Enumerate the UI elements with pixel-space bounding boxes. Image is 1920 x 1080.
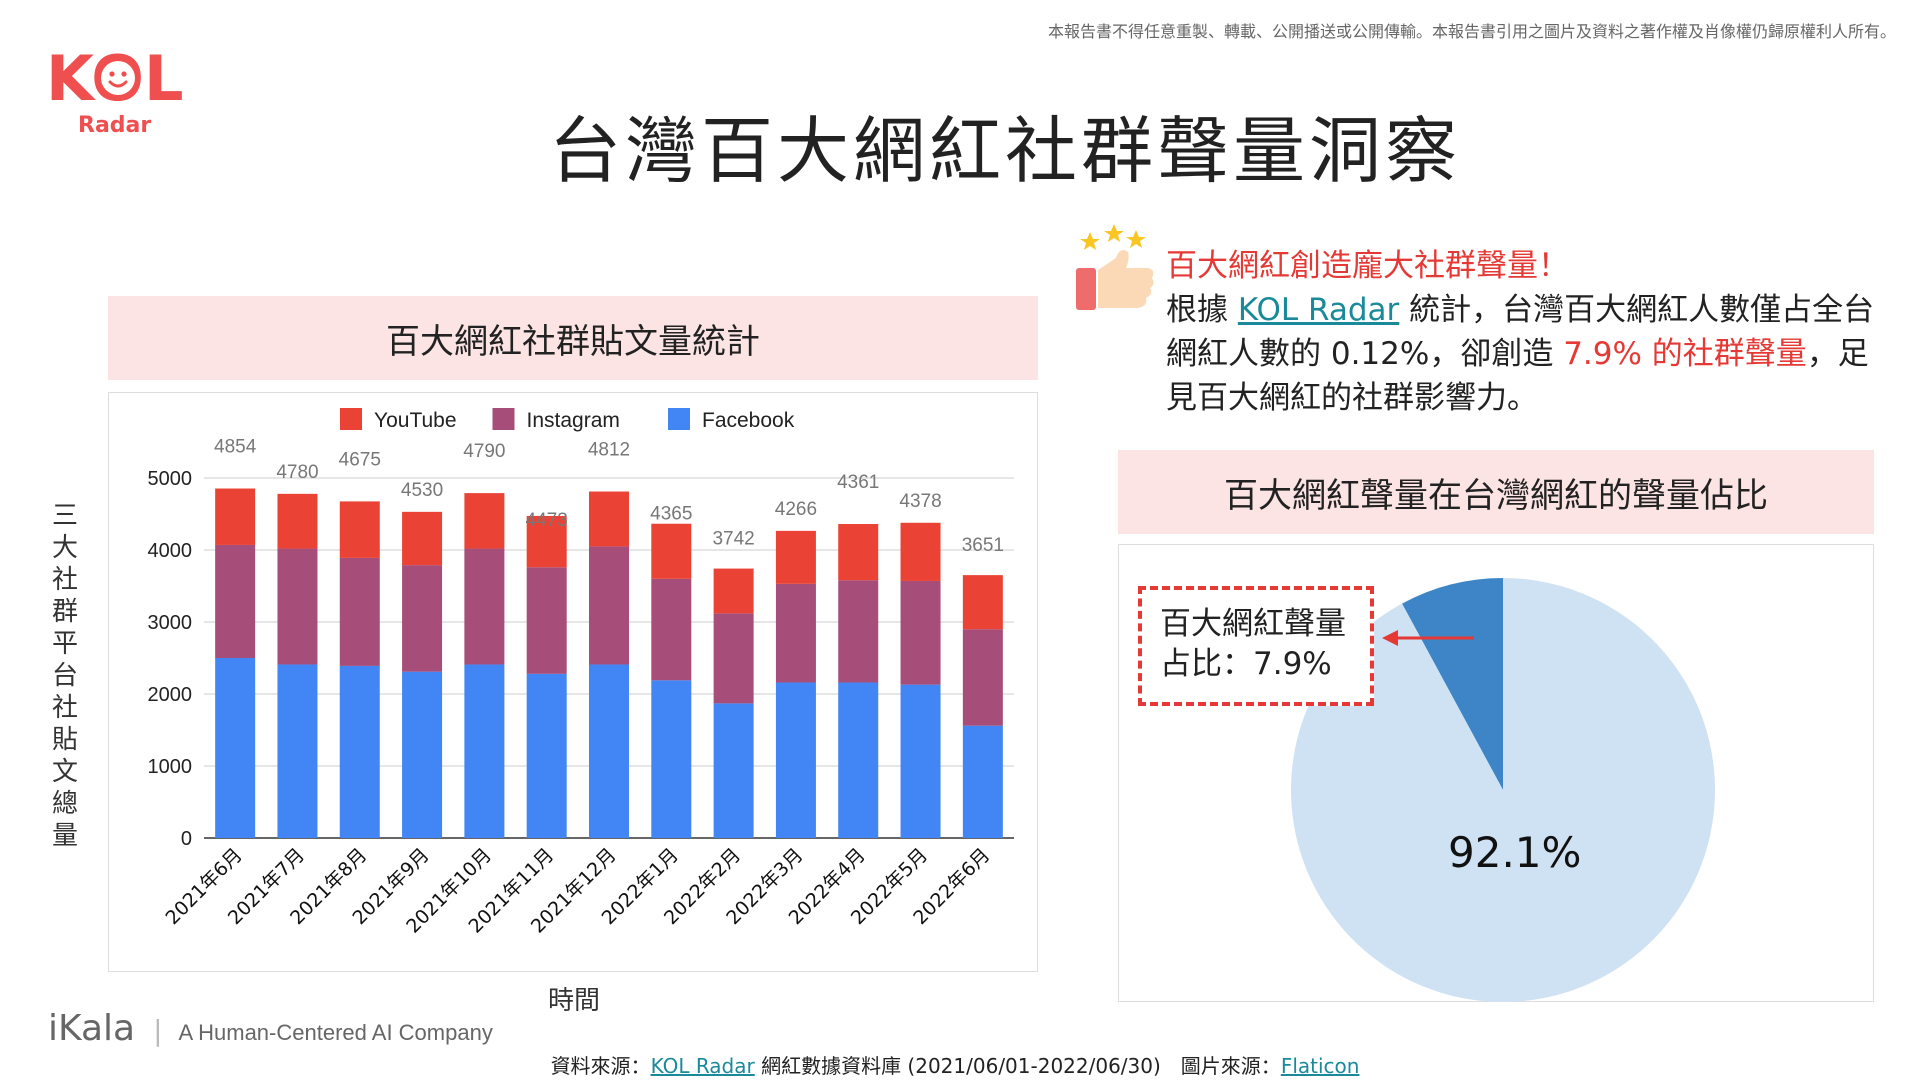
insight-heading: 百大網紅創造龐大社群聲量！ [1166,248,1569,284]
bar-segment-youtube [713,568,754,614]
bar-total-label: 3742 [712,529,754,550]
bar-segment-facebook [589,664,629,838]
bar-segment-facebook [526,673,567,838]
bar-segment-facebook [962,725,1003,838]
bar-total-label: 3651 [962,535,1004,556]
bar-segment-youtube [277,493,318,549]
pie-chart [1291,578,1715,1002]
bar-segment-youtube [215,488,256,545]
pie-slice [1291,578,1715,1002]
disclaimer-text: 本報告書不得任意重製、轉載、公開播送或公開傳輸。本報告書引用之圖片及資料之著作權… [1047,22,1896,41]
logo-sub-text: Radar [78,113,151,138]
source-text-1: 資料來源： [550,1054,651,1078]
bar-segment-facebook [900,684,941,838]
bar-segment-instagram [900,580,941,685]
insight-text-2: 統計，台灣百大網紅人數僅占全台網紅人數的 0.12%，卻創造 [1166,292,1875,372]
bar-segment-instagram [775,583,816,683]
bar-total-label: 4473 [526,510,568,531]
legend-swatch-youtube [340,408,362,430]
bar-total-label: 4790 [463,441,505,462]
bar-segment-instagram [651,578,692,681]
bar-segment-youtube [962,575,1003,630]
bar-segment-facebook [651,680,692,838]
y-tick-label: 0 [181,828,192,850]
legend-label-facebook: Facebook [702,409,795,432]
bar-segment-instagram [215,544,256,658]
bar-segment-youtube [402,511,443,566]
bar-total-label: 4266 [775,499,817,520]
bar-segment-youtube [526,515,567,568]
pie-callout-line2: 占比：7.9% [1160,646,1332,682]
bar-segment-youtube [775,530,816,584]
bar-total-label: 4812 [588,440,630,461]
bar-segment-youtube [838,524,879,581]
bar-segment-instagram [962,629,1003,726]
thumbs-up-icon [1076,224,1154,310]
bar-segment-facebook [838,682,879,838]
pie-callout-line1: 百大網紅聲量 [1160,606,1346,642]
bar-total-label: 4675 [339,449,381,470]
source-link-kol-radar[interactable]: KOL Radar [650,1054,755,1078]
bar-segment-instagram [589,546,629,665]
source-link-flaticon[interactable]: Flaticon [1280,1054,1360,1078]
callout-arrow-icon [1382,630,1474,646]
bar-segment-youtube [339,501,380,558]
bar-segment-instagram [277,548,318,665]
bar-segment-instagram [402,565,443,672]
insight-text-1: 根據 [1166,292,1238,328]
bar-chart-frame [108,392,1038,972]
y-tick-label: 5000 [148,468,193,490]
bar-segment-facebook [277,664,318,838]
bar-total-label: 4780 [276,462,318,483]
legend-swatch-facebook [668,408,690,430]
y-tick-label: 3000 [148,612,193,634]
bar-segment-facebook [713,703,754,838]
y-tick-label: 1000 [148,756,193,778]
insight-body: 根據 KOL Radar 統計，台灣百大網紅人數僅占全台網紅人數的 0.12%，… [1166,288,1886,420]
bar-segment-facebook [339,665,380,838]
y-tick-label: 4000 [148,540,193,562]
bar-segment-instagram [339,557,380,666]
bar-total-label: 4361 [837,472,879,493]
pie-slice [1402,578,1503,790]
bar-segment-instagram [838,580,879,683]
y-axis-label: 三大社群平台社貼文總量 [51,501,78,851]
pie-main-value-label: 92.1% [1448,828,1582,877]
insight-highlight: 7.9% 的社群聲量 [1563,336,1807,372]
source-text-2: 網紅數據資料庫 (2021/06/01-2022/06/30) 圖片來源： [754,1054,1281,1078]
bar-segment-facebook [775,682,816,838]
source-note: 資料來源：KOL Radar 網紅數據資料庫 (2021/06/01-2022/… [0,1050,1910,1079]
legend-swatch-instagram [492,408,515,430]
pie-chart-title: 百大網紅聲量在台灣網紅的聲量佔比 [1118,450,1874,534]
ikala-logo: iKala | A Human-Centered AI Company [48,1008,493,1049]
kol-radar-logo: KOL Radar [46,42,206,152]
x-axis-label: 時間 [548,986,601,1016]
bar-segment-facebook [215,658,256,838]
company-name: iKala [48,1008,136,1049]
bar-total-label: 4854 [214,437,257,458]
bar-total-label: 4530 [401,480,443,501]
bar-total-label: 4365 [650,504,692,525]
bar-segment-youtube [651,523,692,579]
bar-segment-youtube [589,491,629,547]
bar-segment-instagram [526,567,567,674]
pie-callout-box: 百大網紅聲量 占比：7.9% [1138,586,1374,706]
company-tagline: A Human-Centered AI Company [178,1020,493,1045]
legend-label-youtube: YouTube [374,409,457,432]
bar-segment-instagram [464,548,505,665]
bar-chart-title: 百大網紅社群貼文量統計 [108,296,1038,380]
logo-eye-icon [109,71,115,77]
bar-segment-youtube [464,493,505,549]
bar-chart: 01000200030004000500048542021年6月47802021… [148,408,1014,938]
bar-segment-facebook [402,671,443,838]
bar-segment-youtube [900,522,941,581]
bar-segment-facebook [464,664,505,838]
y-tick-label: 2000 [148,684,193,706]
bar-segment-instagram [713,613,754,704]
kol-radar-link[interactable]: KOL Radar [1237,292,1400,328]
page-title: 台灣百大網紅社群聲量洞察 [548,109,1461,193]
insight-text-3: ，足見百大網紅的社群影響力。 [1166,336,1869,416]
bar-total-label: 4378 [899,491,941,512]
legend-label-instagram: Instagram [527,409,620,432]
